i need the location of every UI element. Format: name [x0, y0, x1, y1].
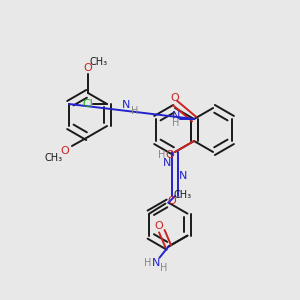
Text: N: N: [122, 100, 131, 110]
Text: H: H: [131, 106, 138, 116]
Text: H: H: [158, 150, 166, 160]
Text: CH₃: CH₃: [90, 57, 108, 67]
Text: Cl: Cl: [82, 99, 93, 109]
Text: O: O: [166, 150, 174, 160]
Text: N: N: [172, 111, 180, 121]
Text: N: N: [163, 158, 171, 168]
Text: O: O: [171, 93, 179, 103]
Text: O: O: [167, 196, 176, 206]
Text: CH₃: CH₃: [173, 190, 191, 200]
Text: H: H: [172, 118, 180, 128]
Text: O: O: [154, 221, 163, 231]
Text: H: H: [160, 262, 167, 273]
Text: CH₃: CH₃: [45, 153, 63, 163]
Text: N: N: [152, 258, 160, 268]
Text: O: O: [61, 146, 69, 156]
Text: O: O: [84, 63, 92, 73]
Text: H: H: [144, 258, 151, 268]
Text: N: N: [179, 171, 187, 181]
